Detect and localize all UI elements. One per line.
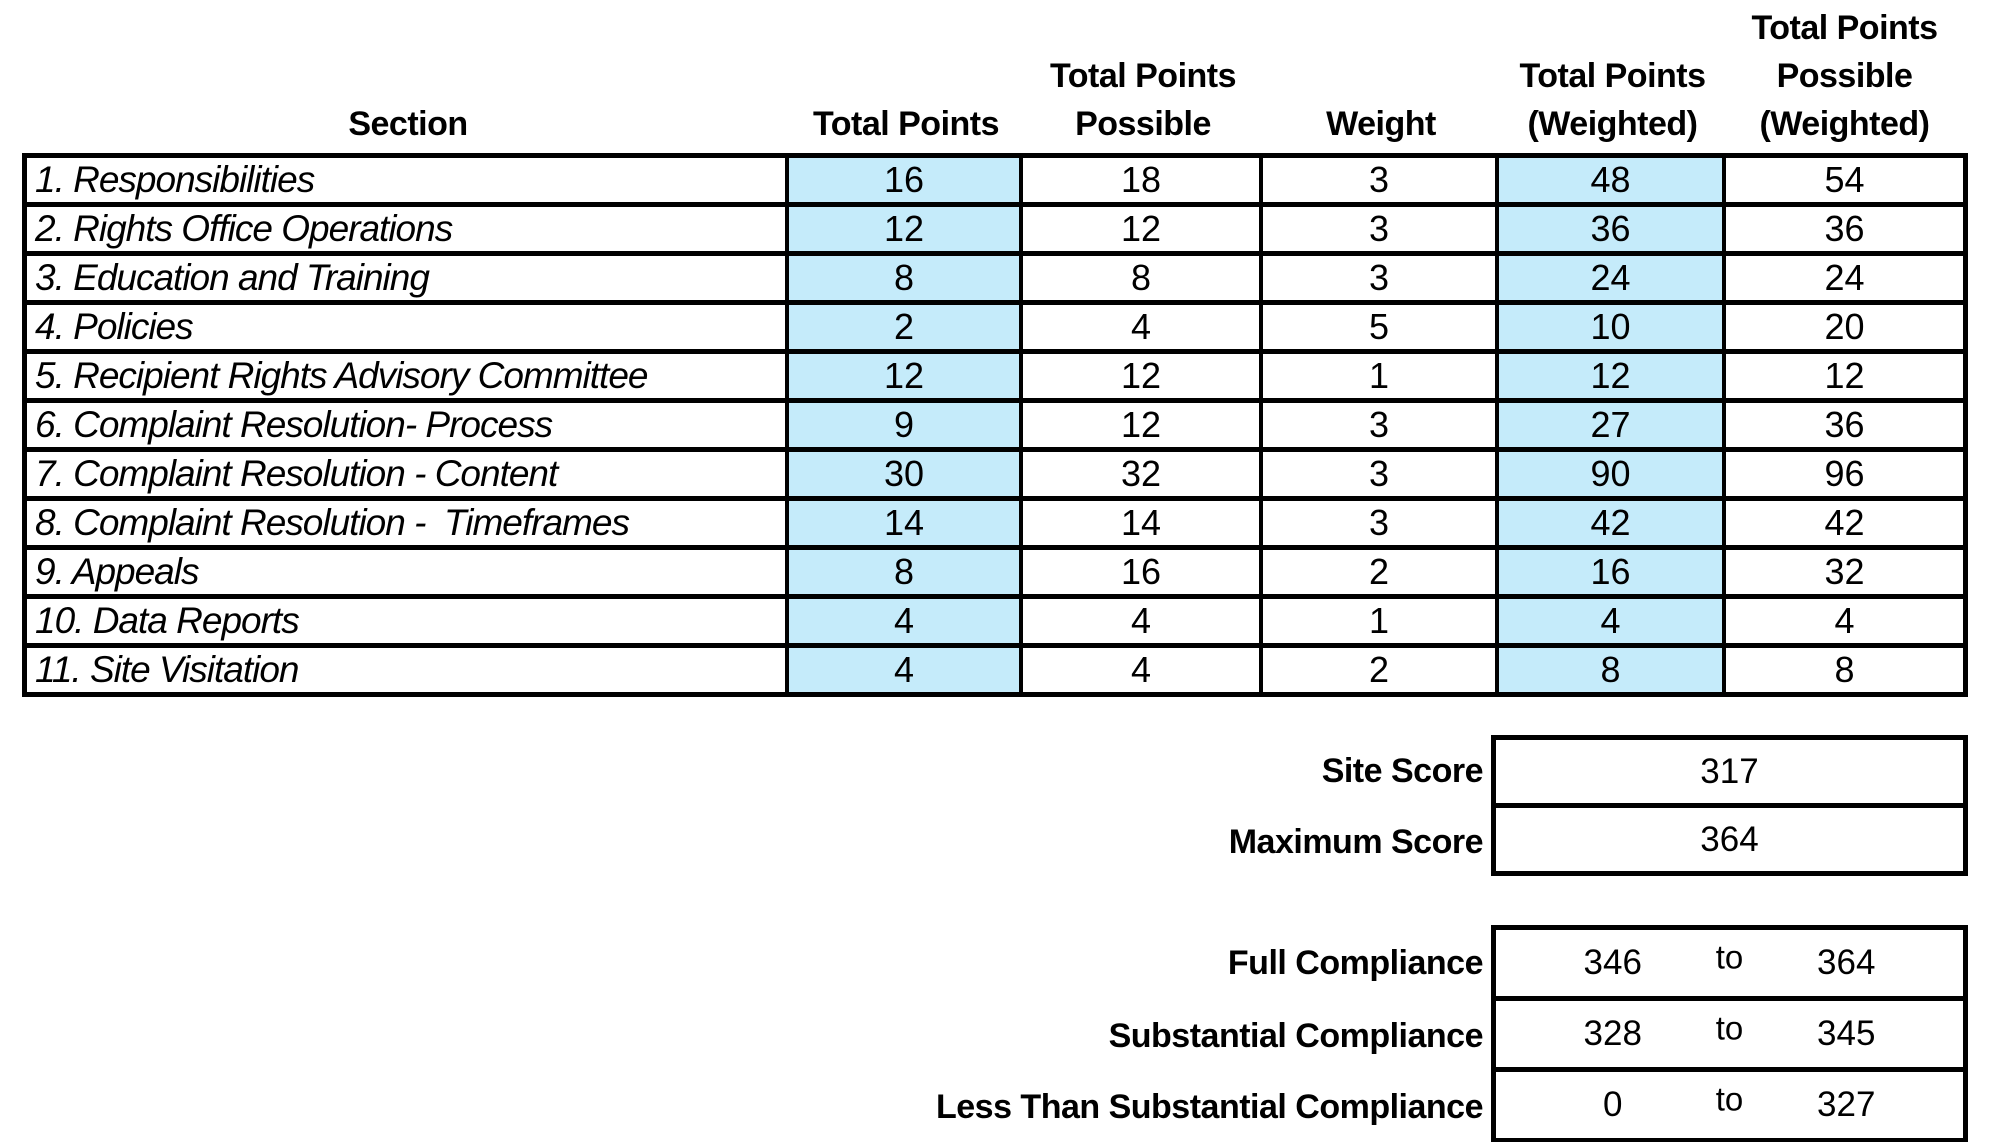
less-than-substantial-compliance-to[interactable]: 327 bbox=[1817, 1085, 1876, 1124]
weighted-points-cell-4[interactable]: 10 bbox=[1499, 305, 1726, 354]
less-than-substantial-compliance-label[interactable]: Less Than Substantial Compliance bbox=[935, 1088, 1484, 1126]
column-headers: Section Total Points Total Points Possib… bbox=[27, 0, 1963, 150]
weight-cell-2[interactable]: 3 bbox=[1263, 207, 1499, 256]
weighted-possible-cell-5[interactable]: 12 bbox=[1726, 354, 1963, 403]
col-header-points-possible[interactable]: Total Points Possible bbox=[1049, 57, 1237, 143]
full-compliance-to-word: to bbox=[1715, 938, 1744, 976]
weight-cell-5[interactable]: 1 bbox=[1263, 354, 1499, 403]
substantial-compliance-from[interactable]: 328 bbox=[1583, 1014, 1642, 1053]
total-points-cell-4[interactable]: 2 bbox=[789, 305, 1023, 354]
maximum-score-label[interactable]: Maximum Score bbox=[1228, 822, 1484, 861]
weighted-possible-cell-11[interactable]: 8 bbox=[1726, 648, 1963, 692]
weighted-points-cell-10[interactable]: 4 bbox=[1499, 599, 1726, 648]
section-cell-1[interactable]: 1. Responsibilities bbox=[27, 158, 789, 207]
weighted-possible-cell-2[interactable]: 36 bbox=[1726, 207, 1963, 256]
points-possible-cell-1[interactable]: 18 bbox=[1023, 158, 1263, 207]
weighted-points-cell-11[interactable]: 8 bbox=[1499, 648, 1726, 692]
weight-cell-7[interactable]: 3 bbox=[1263, 452, 1499, 501]
total-points-cell-9[interactable]: 8 bbox=[789, 550, 1023, 599]
weighted-possible-cell-6[interactable]: 36 bbox=[1726, 403, 1963, 452]
weighted-possible-cell-8[interactable]: 42 bbox=[1726, 501, 1963, 550]
substantial-compliance-range[interactable]: 328 to 345 bbox=[1491, 1001, 1968, 1072]
weighted-possible-cell-1[interactable]: 54 bbox=[1726, 158, 1963, 207]
weighted-points-cell-9[interactable]: 16 bbox=[1499, 550, 1726, 599]
col-header-total-points[interactable]: Total Points bbox=[812, 105, 1000, 143]
points-possible-cell-4[interactable]: 4 bbox=[1023, 305, 1263, 354]
points-possible-cell-7[interactable]: 32 bbox=[1023, 452, 1263, 501]
total-points-cell-3[interactable]: 8 bbox=[789, 256, 1023, 305]
site-score-value[interactable]: 317 bbox=[1491, 735, 1968, 808]
weighted-possible-cell-3[interactable]: 24 bbox=[1726, 256, 1963, 305]
points-possible-cell-2[interactable]: 12 bbox=[1023, 207, 1263, 256]
section-cell-5[interactable]: 5. Recipient Rights Advisory Committee bbox=[27, 354, 789, 403]
substantial-compliance-to[interactable]: 345 bbox=[1817, 1014, 1876, 1053]
weight-cell-1[interactable]: 3 bbox=[1263, 158, 1499, 207]
weight-cell-3[interactable]: 3 bbox=[1263, 256, 1499, 305]
weighted-points-cell-2[interactable]: 36 bbox=[1499, 207, 1726, 256]
site-score-label[interactable]: Site Score bbox=[1321, 752, 1484, 790]
full-compliance-from[interactable]: 346 bbox=[1583, 943, 1642, 982]
section-cell-2[interactable]: 2. Rights Office Operations bbox=[27, 207, 789, 256]
weight-cell-9[interactable]: 2 bbox=[1263, 550, 1499, 599]
col-header-weighted-points[interactable]: Total Points (Weighted) bbox=[1519, 57, 1706, 143]
col-header-weight[interactable]: Weight bbox=[1326, 105, 1436, 143]
section-cell-10[interactable]: 10. Data Reports bbox=[27, 599, 789, 648]
weighted-points-cell-1[interactable]: 48 bbox=[1499, 158, 1726, 207]
points-possible-cell-8[interactable]: 14 bbox=[1023, 501, 1263, 550]
full-compliance-label[interactable]: Full Compliance bbox=[1227, 943, 1484, 982]
weighted-possible-cell-7[interactable]: 96 bbox=[1726, 452, 1963, 501]
compliance-ranges: Full Compliance 346 to 364 Substantial C… bbox=[600, 925, 1968, 1142]
weight-cell-8[interactable]: 3 bbox=[1263, 501, 1499, 550]
section-cell-8[interactable]: 8. Complaint Resolution - Timeframes bbox=[27, 501, 789, 550]
maximum-score-value[interactable]: 364 bbox=[1491, 808, 1968, 876]
section-cell-3[interactable]: 3. Education and Training bbox=[27, 256, 789, 305]
weight-cell-11[interactable]: 2 bbox=[1263, 648, 1499, 692]
section-cell-6[interactable]: 6. Complaint Resolution- Process bbox=[27, 403, 789, 452]
points-possible-cell-9[interactable]: 16 bbox=[1023, 550, 1263, 599]
full-compliance-to[interactable]: 364 bbox=[1817, 943, 1876, 982]
total-points-cell-10[interactable]: 4 bbox=[789, 599, 1023, 648]
points-possible-cell-11[interactable]: 4 bbox=[1023, 648, 1263, 692]
total-points-cell-7[interactable]: 30 bbox=[789, 452, 1023, 501]
weight-cell-6[interactable]: 3 bbox=[1263, 403, 1499, 452]
section-cell-11[interactable]: 11. Site Visitation bbox=[27, 648, 789, 692]
col-header-weighted-possible[interactable]: Total Points Possible (Weighted) bbox=[1751, 9, 1938, 143]
substantial-compliance-to-word: to bbox=[1715, 1009, 1744, 1047]
site-score-summary: Site Score 317 Maximum Score 364 bbox=[600, 735, 1968, 876]
section-cell-4[interactable]: 4. Policies bbox=[27, 305, 789, 354]
weighted-points-cell-8[interactable]: 42 bbox=[1499, 501, 1726, 550]
weight-cell-10[interactable]: 1 bbox=[1263, 599, 1499, 648]
total-points-cell-6[interactable]: 9 bbox=[789, 403, 1023, 452]
total-points-cell-8[interactable]: 14 bbox=[789, 501, 1023, 550]
points-possible-cell-10[interactable]: 4 bbox=[1023, 599, 1263, 648]
weighted-possible-cell-9[interactable]: 32 bbox=[1726, 550, 1963, 599]
total-points-cell-5[interactable]: 12 bbox=[789, 354, 1023, 403]
weighted-points-cell-7[interactable]: 90 bbox=[1499, 452, 1726, 501]
weighted-points-cell-5[interactable]: 12 bbox=[1499, 354, 1726, 403]
weighted-possible-cell-4[interactable]: 20 bbox=[1726, 305, 1963, 354]
weighted-points-cell-3[interactable]: 24 bbox=[1499, 256, 1726, 305]
less-than-substantial-compliance-range[interactable]: 0 to 327 bbox=[1491, 1072, 1968, 1142]
weighted-possible-cell-10[interactable]: 4 bbox=[1726, 599, 1963, 648]
total-points-cell-11[interactable]: 4 bbox=[789, 648, 1023, 692]
less-than-substantial-compliance-to-word: to bbox=[1715, 1080, 1744, 1118]
score-table: 1. Responsibilities 16 18 3 48 54 2. Rig… bbox=[22, 153, 1968, 697]
substantial-compliance-label[interactable]: Substantial Compliance bbox=[1108, 1017, 1484, 1055]
section-cell-7[interactable]: 7. Complaint Resolution - Content bbox=[27, 452, 789, 501]
full-compliance-range[interactable]: 346 to 364 bbox=[1491, 925, 1968, 1001]
col-header-section[interactable]: Section bbox=[348, 105, 468, 143]
weighted-points-cell-6[interactable]: 27 bbox=[1499, 403, 1726, 452]
points-possible-cell-3[interactable]: 8 bbox=[1023, 256, 1263, 305]
section-cell-9[interactable]: 9. Appeals bbox=[27, 550, 789, 599]
less-than-substantial-compliance-from[interactable]: 0 bbox=[1603, 1085, 1623, 1124]
weight-cell-4[interactable]: 5 bbox=[1263, 305, 1499, 354]
total-points-cell-1[interactable]: 16 bbox=[789, 158, 1023, 207]
points-possible-cell-6[interactable]: 12 bbox=[1023, 403, 1263, 452]
total-points-cell-2[interactable]: 12 bbox=[789, 207, 1023, 256]
points-possible-cell-5[interactable]: 12 bbox=[1023, 354, 1263, 403]
